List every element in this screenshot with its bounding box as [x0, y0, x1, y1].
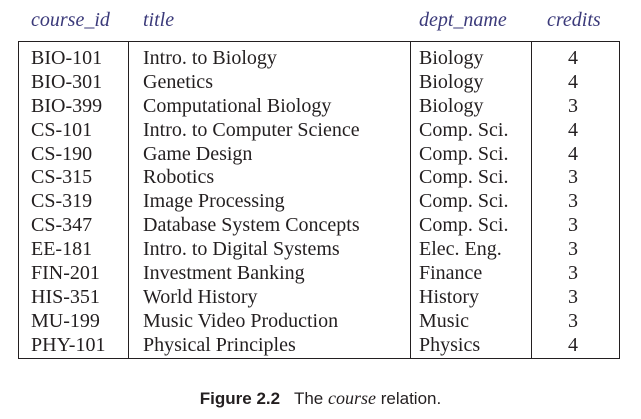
cell-course-id: CS-190 — [31, 142, 93, 165]
cell-dept-name: Biology — [419, 47, 484, 69]
cell-credits: 3 — [568, 214, 578, 237]
cell-credits: 3 — [568, 190, 578, 213]
cell-course-id: BIO-399 — [31, 94, 103, 117]
cell-credits: 4 — [568, 118, 578, 141]
caption-relation-name: course — [328, 388, 376, 408]
cell-title: Music Video Production — [143, 309, 339, 332]
cell-title: Robotics — [143, 166, 215, 189]
table-body: BIO-101 Intro. to Biology Biology 4 BIO-301 G… — [0, 46, 641, 357]
cell-credits: 3 — [568, 262, 578, 285]
cell-dept-name: Finance — [419, 262, 483, 285]
column-header-dept-name: dept_name — [419, 9, 507, 31]
cell-course-id: EE-181 — [31, 238, 93, 261]
cell-dept-name: Biology — [419, 70, 484, 93]
cell-dept-name: Comp. Sci. — [419, 166, 509, 189]
cell-course-id: BIO-101 — [31, 47, 103, 69]
cell-credits: 3 — [568, 166, 578, 189]
cell-course-id: CS-101 — [31, 118, 93, 141]
cell-credits: 3 — [568, 309, 578, 332]
cell-credits: 3 — [568, 238, 578, 261]
cell-title: Physical Principles — [143, 333, 296, 356]
cell-title: World History — [143, 285, 258, 308]
table-row: BIO-301 Genetics Biology 4 — [0, 70, 641, 94]
cell-credits: 4 — [568, 70, 578, 93]
column-divider — [128, 41, 129, 359]
cell-title: Intro. to Digital Systems — [143, 238, 340, 261]
cell-credits: 3 — [568, 285, 578, 308]
cell-title: Database System Concepts — [143, 214, 360, 237]
figure-caption: Figure 2.2 The course relation. — [0, 387, 641, 410]
cell-title: Image Processing — [143, 190, 285, 213]
cell-dept-name: History — [419, 285, 479, 308]
caption-label: Figure 2.2 — [199, 389, 281, 408]
cell-course-id: MU-199 — [31, 309, 100, 332]
table-row: CS-101 Intro. to Computer Science Comp. Sc… — [0, 118, 641, 142]
cell-course-id: BIO-301 — [31, 70, 103, 93]
cell-dept-name: Biology — [419, 94, 484, 117]
column-header-course-id: course_id — [31, 9, 110, 31]
table-row: CS-347 Database System Concepts Comp. Sci.… — [0, 213, 641, 237]
cell-credits: 4 — [568, 142, 578, 165]
caption-text-before: The — [293, 389, 324, 408]
table-row: CS-319 Image Processing Comp. Sci. 3 — [0, 189, 641, 213]
cell-dept-name: Comp. Sci. — [419, 190, 509, 213]
table-row: MU-199 Music Video Production Music 3 — [0, 309, 641, 333]
table-row: HIS-351 World History History 3 — [0, 285, 641, 309]
cell-course-id: PHY-101 — [31, 333, 106, 356]
caption-text-after: relation. — [380, 389, 442, 408]
table-row: PHY-101 Physical Principles Physics 4 — [0, 333, 641, 357]
table-header-row: course_id title dept_name credits — [0, 0, 641, 38]
table-row: CS-190 Game Design Comp. Sci. 4 — [0, 142, 641, 166]
table-border — [18, 41, 620, 359]
table-row: CS-315 Robotics Comp. Sci. 3 — [0, 165, 641, 189]
cell-credits: 3 — [568, 94, 578, 117]
cell-course-id: CS-319 — [31, 190, 93, 213]
cell-dept-name: Comp. Sci. — [419, 214, 509, 237]
column-divider — [410, 41, 411, 359]
column-header-title: title — [143, 9, 175, 31]
cell-title: Game Design — [143, 142, 253, 165]
cell-title: Investment Banking — [143, 262, 305, 285]
cell-credits: 4 — [568, 47, 578, 69]
cell-dept-name: Comp. Sci. — [419, 118, 509, 141]
cell-course-id: FIN-201 — [31, 262, 100, 285]
cell-course-id: CS-347 — [31, 214, 93, 237]
table-row: EE-181 Intro. to Digital Systems Elec. Eng… — [0, 237, 641, 261]
cell-dept-name: Comp. Sci. — [419, 142, 509, 165]
cell-course-id: CS-315 — [31, 166, 93, 189]
cell-title: Computational Biology — [143, 94, 332, 117]
table-row: FIN-201 Investment Banking Finance 3 — [0, 261, 641, 285]
column-header-credits: credits — [547, 9, 601, 31]
cell-dept-name: Physics — [419, 333, 481, 356]
cell-title: Intro. to Biology — [143, 47, 277, 69]
cell-title: Genetics — [143, 70, 213, 93]
cell-credits: 4 — [568, 333, 578, 356]
column-divider — [531, 41, 532, 359]
table-row: BIO-101 Intro. to Biology Biology 4 — [0, 46, 641, 70]
cell-dept-name: Music — [419, 309, 469, 332]
cell-title: Intro. to Computer Science — [143, 118, 360, 141]
table-row: BIO-399 Computational Biology Biology 3 — [0, 94, 641, 118]
cell-course-id: HIS-351 — [31, 285, 100, 308]
cell-dept-name: Elec. Eng. — [419, 238, 502, 261]
